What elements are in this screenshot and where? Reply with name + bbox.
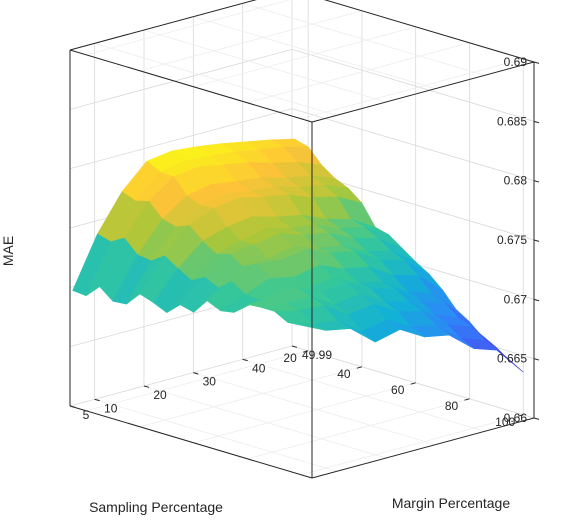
z-tick-label: 0.68	[504, 174, 528, 188]
y-tick-label: 20	[153, 388, 167, 402]
x-tick-label: 60	[391, 383, 405, 397]
z-tick-label: 0.665	[497, 352, 527, 366]
z-axis-label: MAE	[0, 236, 16, 266]
x-axis-label: Sampling Percentage	[89, 499, 223, 515]
x-tick-label: 20	[283, 351, 297, 365]
tick-labels: 0.66 0.665 0.67 0.675 0.68 0.685 0.69 20 40 60 80 1…	[69, 55, 540, 429]
y-axis-label: Margin Percentage	[392, 495, 511, 511]
x-tick-label: 100	[495, 415, 515, 429]
x-tick-label: 40	[337, 367, 351, 381]
y-tick-label: 5	[83, 408, 90, 422]
z-tick-label: 0.69	[504, 55, 528, 69]
z-tick-label: 0.675	[497, 233, 527, 247]
surface	[72, 138, 524, 373]
y-tick-label: 49.99	[302, 348, 332, 362]
y-tick-label: 30	[203, 375, 217, 389]
z-tick-label: 0.685	[497, 114, 527, 128]
x-tick-label: 80	[445, 399, 459, 413]
z-tick-label: 0.67	[504, 292, 528, 306]
surface-facet	[287, 322, 327, 331]
y-tick-label: 40	[252, 361, 266, 375]
z-tick-label: 0.66	[504, 411, 528, 425]
y-tick-label: 10	[104, 401, 118, 415]
